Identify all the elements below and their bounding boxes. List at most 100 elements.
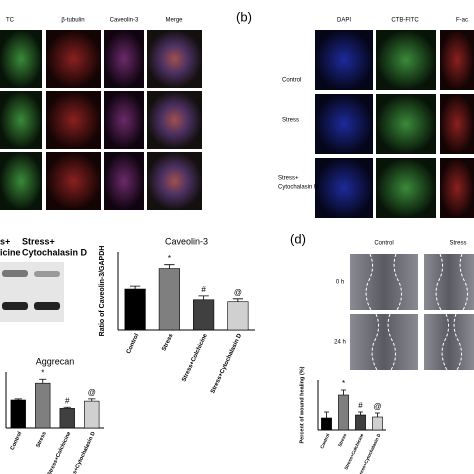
bar: [84, 400, 100, 429]
wound-image: [424, 254, 474, 310]
micrograph: [315, 94, 373, 154]
error-bar: [357, 411, 364, 415]
wound-image: [350, 254, 418, 310]
error-bar: [323, 411, 330, 418]
bar: [372, 416, 383, 431]
bar: [227, 301, 249, 331]
micrograph: [0, 30, 42, 88]
error-bar: [63, 406, 71, 409]
column-header: Control: [374, 241, 393, 247]
western-blot: [0, 262, 64, 322]
micrograph: [376, 158, 436, 218]
micrograph: [147, 152, 202, 210]
error-bar: [232, 298, 244, 302]
error-bar: [198, 295, 209, 300]
column-header: DAPI: [337, 18, 351, 24]
error-bar: [340, 389, 347, 395]
x-tick-label: Stress+Colchicine: [181, 332, 209, 382]
column-header: Merge: [165, 18, 183, 24]
annotation: *: [168, 254, 171, 263]
x-tick-label: Stress: [35, 431, 48, 449]
column-header: Caveolin-3: [110, 18, 139, 24]
annotation: *: [41, 368, 44, 377]
micrograph: [147, 91, 202, 149]
micrograph: [315, 158, 373, 218]
micrograph: [376, 30, 436, 90]
micrograph: [376, 94, 436, 154]
micrograph: [0, 91, 42, 149]
error-bar: [14, 398, 22, 400]
bar: [10, 399, 26, 429]
panel-label: (b): [236, 9, 252, 24]
blot-band: [2, 270, 28, 277]
micrograph: [440, 30, 474, 90]
row-label: Stress+: [278, 176, 299, 182]
blot-label: Cytochalasin D: [22, 247, 88, 257]
x-tick-label: Stress: [337, 432, 348, 447]
bar: [338, 394, 349, 431]
bar: [59, 408, 75, 429]
panel-b-images: [315, 30, 474, 218]
annotation: @: [234, 288, 242, 297]
blot-label: icine: [0, 247, 21, 257]
annotation: @: [88, 388, 96, 397]
wound-image: [350, 314, 418, 370]
row-label: Control: [282, 78, 301, 84]
column-header: Stress: [449, 241, 466, 247]
micrograph: [104, 30, 144, 88]
x-tick-label: Stress: [161, 332, 174, 352]
annotation: #: [65, 396, 70, 405]
x-tick-label: Stress+Cytochalasin D: [210, 332, 243, 394]
column-header: β-tubulin: [61, 18, 84, 24]
panel-label: (d): [290, 231, 306, 246]
bar: [35, 382, 51, 429]
annotation: #: [201, 285, 206, 294]
micrograph: [46, 152, 101, 210]
error-bar: [164, 264, 175, 269]
bar: [124, 288, 146, 331]
panel-d-images: [350, 253, 474, 371]
micrograph: [440, 158, 474, 218]
blot-band: [34, 271, 60, 277]
panel-a-images: [0, 30, 202, 210]
row-label: Stress: [282, 118, 299, 124]
bar: [321, 417, 332, 431]
blot-label: Stress+: [22, 236, 55, 246]
micrograph: [315, 30, 373, 90]
error-bar: [88, 398, 96, 402]
micrograph: [147, 30, 202, 88]
micrograph: [46, 30, 101, 88]
micrograph: [104, 91, 144, 149]
blot-band: [2, 302, 28, 310]
y-axis-label: Ratio of Caveolin-3/GAPDH: [99, 246, 106, 337]
error-bar: [39, 378, 47, 384]
column-header: TC: [6, 18, 15, 24]
error-bar: [374, 412, 381, 417]
x-tick-label: Control: [126, 333, 141, 355]
bar: [158, 268, 180, 331]
blot-label: s+: [0, 236, 10, 246]
annotation: @: [373, 402, 381, 411]
micrograph: [0, 152, 42, 210]
micrograph: [104, 152, 144, 210]
chart-title: Aggrecan: [36, 356, 75, 366]
y-axis-label: Percent of wound healing (%): [299, 366, 305, 443]
column-header: F-ac: [456, 18, 468, 24]
error-bar: [129, 285, 141, 290]
x-tick-label: Control: [10, 431, 24, 452]
x-tick-label: Stress+Cytochalasin D: [66, 431, 97, 474]
wound-image: [424, 314, 474, 370]
x-tick-label: Control: [319, 433, 330, 450]
bar: [193, 299, 215, 331]
blot-band: [34, 302, 60, 310]
bar: [355, 414, 366, 431]
row-label: 24 h: [334, 340, 346, 346]
row-label: Cytochalasin D: [278, 185, 319, 191]
annotation: #: [358, 401, 363, 410]
row-label: 0 h: [336, 280, 344, 286]
annotation: *: [342, 379, 345, 388]
chart-title: Caveolin-3: [165, 236, 208, 246]
column-header: CTB-FITC: [391, 18, 419, 24]
